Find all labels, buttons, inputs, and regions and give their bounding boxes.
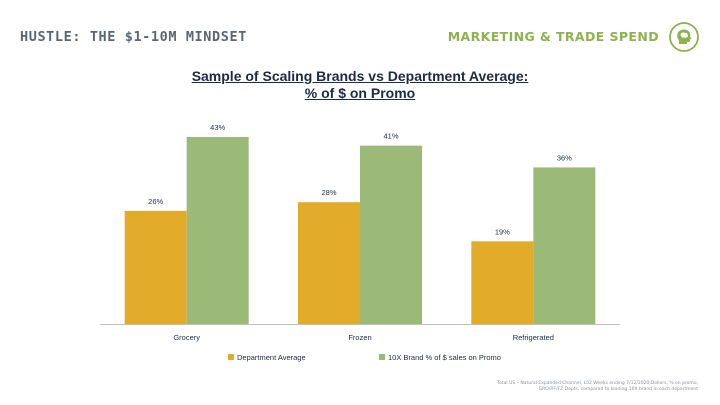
- bar-grocery-series-1: [124, 210, 187, 324]
- x-tick-label: Frozen: [348, 333, 371, 342]
- legend-swatch: [228, 354, 234, 360]
- chart-subtitle: % of $ on Promo: [304, 85, 416, 101]
- bar-frozen-series-2: [360, 145, 422, 324]
- x-tick-label: Grocery: [173, 333, 200, 342]
- data-label: 26%: [148, 197, 163, 206]
- bar-frozen-series-1: [298, 202, 360, 324]
- data-label: 41%: [383, 132, 398, 141]
- chart-title: Sample of Scaling Brands vs Department A…: [191, 68, 529, 84]
- brain-head-icon: [669, 22, 699, 52]
- bar-refrigerated-series-1: [471, 241, 534, 324]
- x-tick-label: Refrigerated: [513, 333, 554, 342]
- data-label: 28%: [321, 188, 336, 197]
- data-label: 43%: [210, 123, 225, 132]
- section-title: MARKETING & TRADE SPEND: [447, 29, 659, 44]
- data-label: 19%: [495, 227, 510, 236]
- bar-grocery-series-2: [186, 136, 249, 324]
- footnote: Total US – Natural Expanded Channel, L52…: [438, 381, 698, 393]
- bar-refrigerated-series-2: [533, 167, 596, 324]
- legend-label: Department Average: [237, 353, 306, 362]
- data-label: 36%: [557, 153, 572, 162]
- footnote-line-1: Total US – Natural Expanded Channel, L52…: [497, 381, 698, 386]
- footnote-line-2: GRO/RF/FZ Depts, compared to leading 10X…: [538, 387, 698, 392]
- legend-swatch: [379, 354, 385, 360]
- legend-label: 10X Brand % of $ sales on Promo: [388, 353, 501, 362]
- deck-title: HUSTLE: THE $1-10M MINDSET: [20, 29, 247, 45]
- chart-title-block: Sample of Scaling Brands vs Department A…: [0, 68, 720, 102]
